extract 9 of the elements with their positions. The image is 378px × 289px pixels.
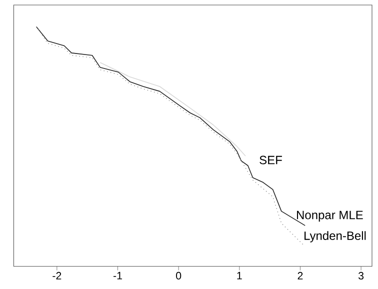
x-tick-label: 3 [358,272,364,280]
series-label: SEF [260,156,282,164]
x-tick-label: -2 [52,272,62,280]
series-label: Nonpar MLE [297,210,363,222]
x-tick-label: 0 [176,272,182,280]
x-tick-label: 1 [237,272,242,280]
x-tick-label: 2 [298,272,303,280]
x-tick-label: -1 [113,272,122,280]
series-label: Lynden-Bell [304,231,366,242]
